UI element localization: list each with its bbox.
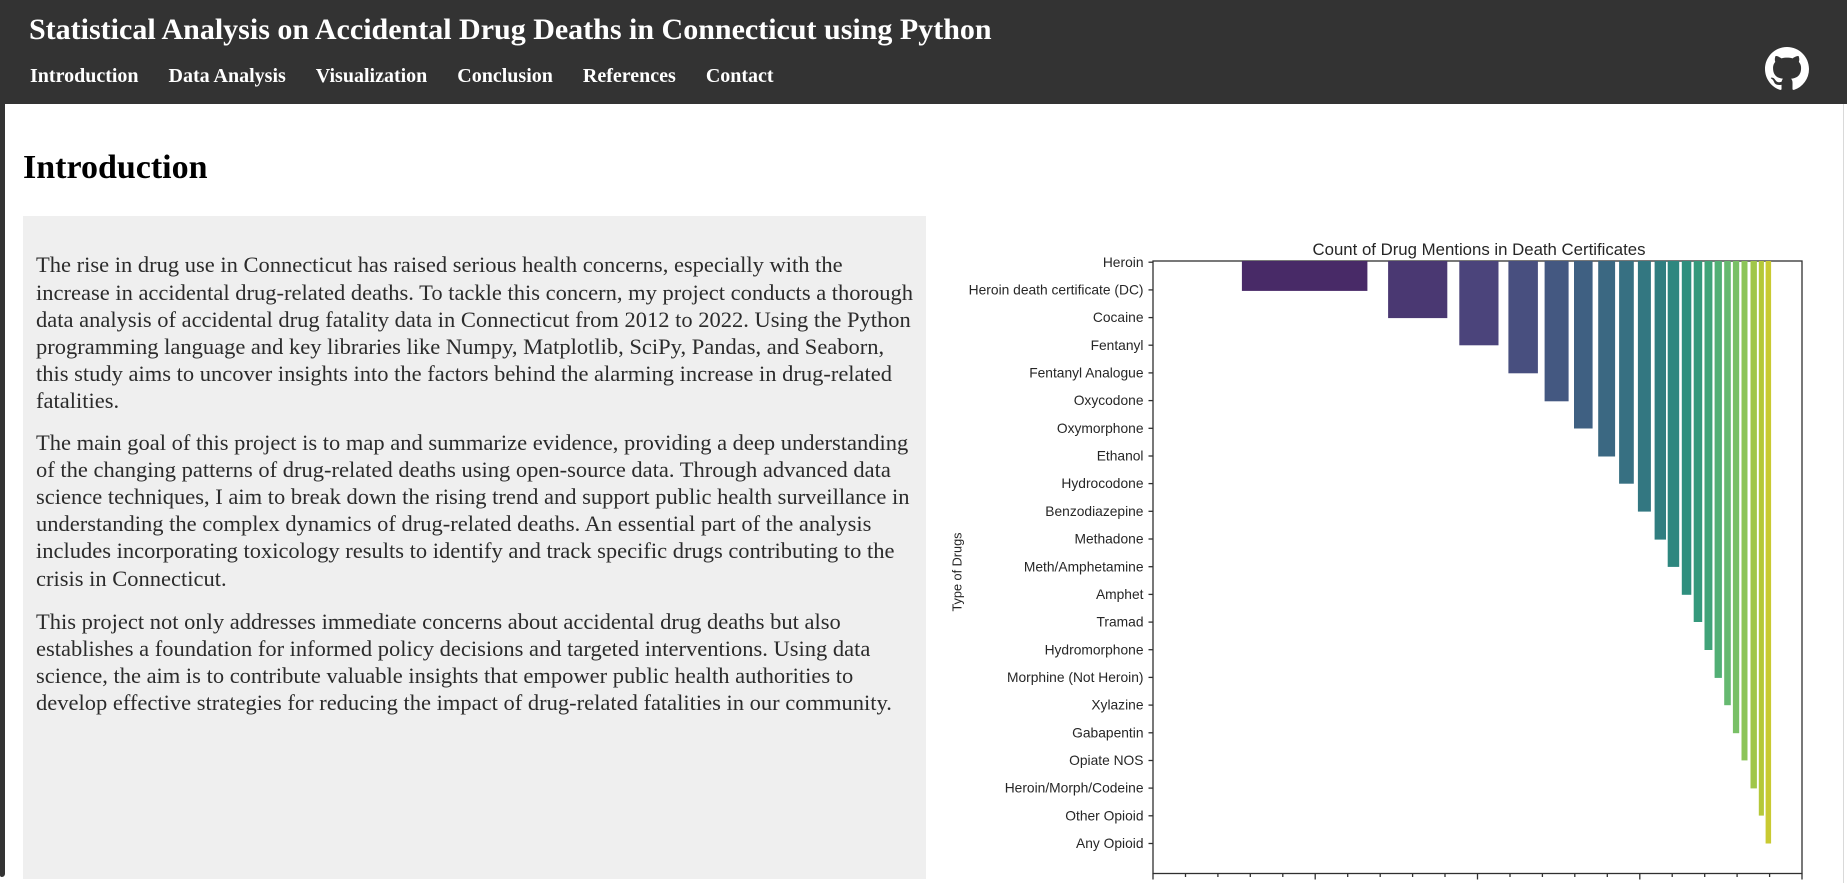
svg-text:Methadone: Methadone	[1074, 532, 1143, 547]
svg-text:Benzodiazepine: Benzodiazepine	[1045, 504, 1144, 519]
svg-text:Hydrocodone: Hydrocodone	[1061, 476, 1143, 491]
svg-text:Heroin: Heroin	[1103, 255, 1144, 270]
svg-text:Fentanyl: Fentanyl	[1091, 338, 1144, 353]
svg-text:Hydromorphone: Hydromorphone	[1045, 642, 1144, 657]
svg-text:Tramad: Tramad	[1096, 615, 1143, 630]
svg-text:Any Opioid: Any Opioid	[1076, 836, 1144, 851]
svg-text:Ethanol: Ethanol	[1097, 449, 1144, 464]
svg-text:Xylazine: Xylazine	[1091, 698, 1143, 713]
svg-text:Fentanyl Analogue: Fentanyl Analogue	[1029, 366, 1144, 381]
svg-text:Meth/Amphetamine: Meth/Amphetamine	[1024, 559, 1144, 574]
svg-text:Opiate NOS: Opiate NOS	[1069, 753, 1143, 768]
svg-text:Gabapentin: Gabapentin	[1072, 725, 1143, 740]
svg-text:Type of Drugs: Type of Drugs	[951, 533, 965, 612]
svg-text:Oxycodone: Oxycodone	[1074, 393, 1144, 408]
svg-text:Heroin/Morph/Codeine: Heroin/Morph/Codeine	[1005, 781, 1144, 796]
svg-text:Cocaine: Cocaine	[1093, 310, 1144, 325]
svg-text:Amphet: Amphet	[1096, 587, 1144, 602]
svg-text:Other Opioid: Other Opioid	[1065, 808, 1143, 823]
svg-text:Heroin death certificate (DC): Heroin death certificate (DC)	[969, 283, 1144, 298]
svg-text:Oxymorphone: Oxymorphone	[1057, 421, 1144, 436]
svg-text:Count of Drug Mentions in Deat: Count of Drug Mentions in Death Certific…	[1313, 240, 1646, 259]
svg-text:Morphine (Not Heroin): Morphine (Not Heroin)	[1007, 670, 1144, 685]
